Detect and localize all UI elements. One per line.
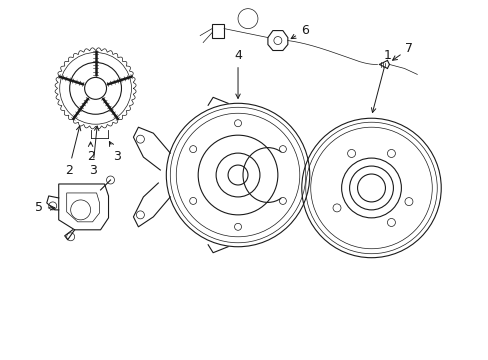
Text: 2: 2 xyxy=(86,142,94,163)
Bar xyxy=(212,24,224,37)
Text: 1: 1 xyxy=(371,49,390,113)
Text: 3: 3 xyxy=(88,126,99,176)
Text: 5: 5 xyxy=(35,201,55,215)
Text: 2: 2 xyxy=(64,126,81,176)
Text: 6: 6 xyxy=(290,24,308,39)
Text: 4: 4 xyxy=(234,49,242,98)
Text: 3: 3 xyxy=(109,141,121,163)
Text: 7: 7 xyxy=(392,42,412,60)
